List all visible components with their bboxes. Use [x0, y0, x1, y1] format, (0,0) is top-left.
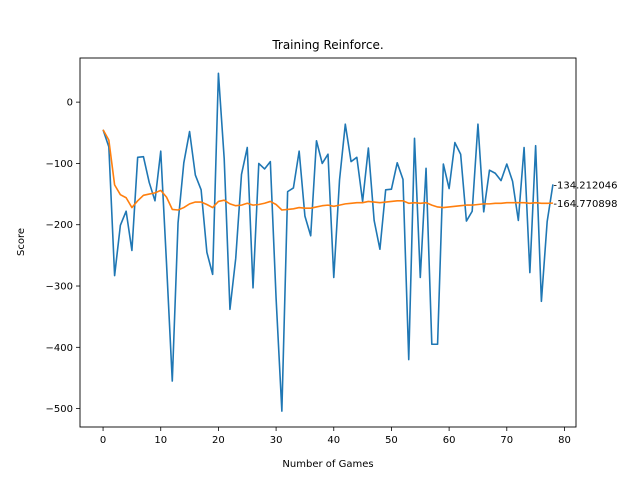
y-tick-label: −100: [46, 159, 73, 170]
x-tick-label: 40: [327, 435, 340, 446]
end-value-label-orange: -164.770898: [553, 199, 617, 210]
plot-area: [102, 72, 554, 412]
x-tick-label: 0: [100, 435, 106, 446]
y-tick-label: −500: [46, 404, 73, 415]
y-tick-label: −300: [46, 282, 73, 293]
y-axis-label: Score: [16, 228, 27, 256]
x-tick-label: 50: [385, 435, 398, 446]
x-tick-label: 10: [154, 435, 167, 446]
y-tick-label: −200: [46, 220, 73, 231]
axis-ticks: 0 10 20 30 40 50 60 70 80 −500 −400 −300 −200 −100 0: [46, 98, 571, 446]
x-tick-label: 70: [500, 435, 513, 446]
axes-frame: [79, 57, 577, 428]
series-line-1: [102, 72, 554, 412]
series-line-2: [102, 129, 553, 211]
chart-title: Training Reinforce.: [271, 38, 383, 52]
y-tick-label: 0: [67, 98, 73, 109]
x-tick-label: 30: [270, 435, 283, 446]
x-tick-label: 80: [558, 435, 571, 446]
end-value-label-blue: -134.212046: [553, 180, 617, 191]
x-axis-label: Number of Games: [282, 459, 373, 470]
x-tick-label: 60: [443, 435, 456, 446]
x-tick-label: 20: [212, 435, 225, 446]
y-tick-label: −400: [46, 343, 73, 354]
